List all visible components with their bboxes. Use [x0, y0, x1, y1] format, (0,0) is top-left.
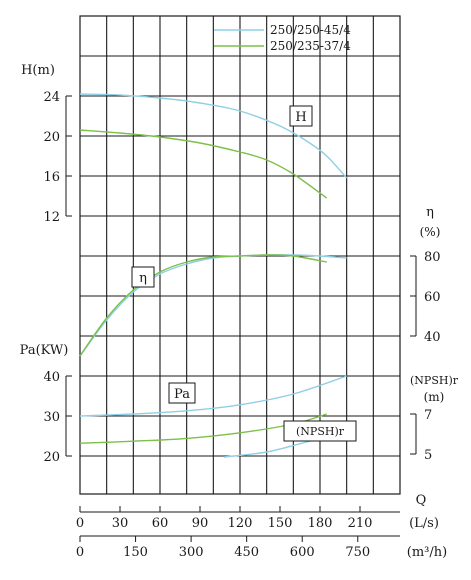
head-tick-label: 24: [43, 90, 60, 105]
efficiency-tick-label: 60: [424, 290, 441, 305]
head-curve-label: H: [295, 110, 306, 125]
efficiency-label-box: [131, 266, 155, 288]
flow-tick-label: 60: [152, 516, 169, 531]
volume-tick-label: 300: [179, 545, 204, 560]
npsh-label-box: [283, 420, 357, 442]
x-axis-name: Q: [416, 493, 427, 508]
volume-axis-unit: (m³/h): [407, 545, 447, 560]
power-label-box: [168, 382, 196, 404]
flow-tick-label: 90: [192, 516, 209, 531]
npsh-axis-label: (NPSH)r: [410, 374, 459, 387]
efficiency-axis-label: η: [426, 205, 434, 220]
npsh-curve-label: (NPSH)r: [296, 425, 345, 438]
efficiency-axis-unit: (%): [420, 225, 441, 239]
volume-tick-label: 0: [76, 545, 84, 560]
series-2-head-curve: [79, 129, 328, 199]
flow-axis-unit: (L/s): [409, 516, 439, 531]
volume-tick-label: 450: [234, 545, 259, 560]
flow-tick-label: 30: [112, 516, 129, 531]
series-1-power-curve: [79, 375, 347, 417]
legend: 250/250-45/4 250/235-37/4: [214, 23, 351, 53]
power-tick-label: 20: [43, 450, 60, 465]
head-tick-label: 12: [43, 210, 60, 225]
series-1-head-curve: [79, 93, 348, 179]
head-label-box: [289, 105, 313, 127]
npsh-tick-label: 5: [424, 448, 432, 463]
npsh-tick-label: 7: [424, 408, 432, 423]
legend-entry-2: 250/235-37/4: [270, 39, 351, 53]
volume-tick-label: 600: [290, 545, 315, 560]
head-axis-label: H(m): [21, 63, 55, 78]
series-2-efficiency-curve: [79, 254, 327, 357]
flow-tick-label: 150: [268, 516, 293, 531]
efficiency-tick-label: 40: [424, 330, 441, 345]
flow-tick-label: 0: [76, 516, 84, 531]
flow-tick-label: 180: [308, 516, 333, 531]
volume-tick-label: 150: [123, 545, 148, 560]
power-axis-label: Pa(KW): [20, 343, 69, 358]
curve-labels: H η Pa (NPSH)r: [131, 105, 357, 442]
power-curve-label: Pa: [174, 387, 190, 402]
series-1-efficiency-curve: [79, 254, 347, 357]
power-tick-label: 30: [43, 410, 60, 425]
flow-tick-label: 120: [228, 516, 253, 531]
power-tick-label: 40: [43, 370, 60, 385]
head-tick-label: 16: [43, 170, 60, 185]
legend-entry-1: 250/250-45/4: [270, 23, 351, 37]
volume-tick-label: 750: [345, 545, 370, 560]
flow-tick-label: 210: [348, 516, 373, 531]
npsh-axis-unit: (m): [424, 390, 445, 404]
efficiency-curve-label: η: [139, 271, 147, 286]
axes: 12162024203040H(m)Pa(KW)40608057η(%)(NPS…: [20, 63, 459, 560]
efficiency-tick-label: 80: [424, 250, 441, 265]
head-tick-label: 20: [43, 130, 60, 145]
